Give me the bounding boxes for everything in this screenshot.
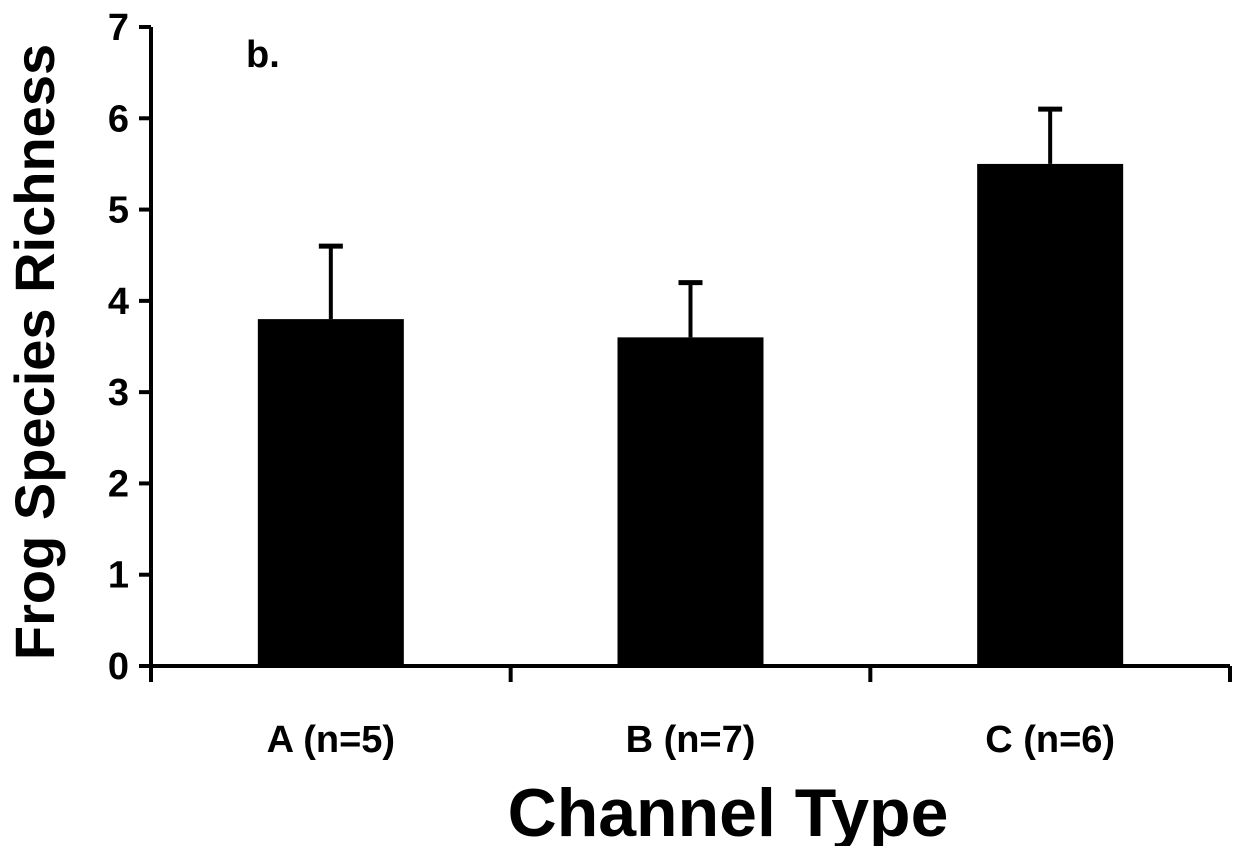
y-tick-label: 6: [108, 98, 129, 140]
y-axis: 0 1 2 3 4 5 6 7: [108, 7, 153, 688]
y-tick-label: 1: [108, 555, 129, 597]
y-tick-label: 5: [108, 190, 129, 232]
x-tick-label: B (n=7): [626, 719, 756, 761]
y-tick-label: 2: [108, 463, 129, 505]
bar: [977, 163, 1124, 666]
error-bars: [318, 106, 1063, 338]
x-axis-title: Channel Type: [508, 775, 949, 846]
y-axis-title: Frog Species Richness: [3, 44, 66, 660]
bar: [257, 319, 404, 666]
bar: [617, 337, 764, 666]
y-tick-label: 0: [108, 646, 129, 688]
bars: [257, 163, 1124, 666]
x-tick-label: A (n=5): [267, 719, 395, 761]
y-tick-label: 4: [108, 281, 129, 323]
panel-label: b.: [246, 34, 280, 76]
y-tick-label: 3: [108, 372, 129, 414]
x-tick-label: C (n=6): [985, 719, 1115, 761]
y-tick-label: 7: [108, 7, 129, 49]
x-axis: A (n=5) B (n=7) C (n=6): [139, 664, 1232, 761]
